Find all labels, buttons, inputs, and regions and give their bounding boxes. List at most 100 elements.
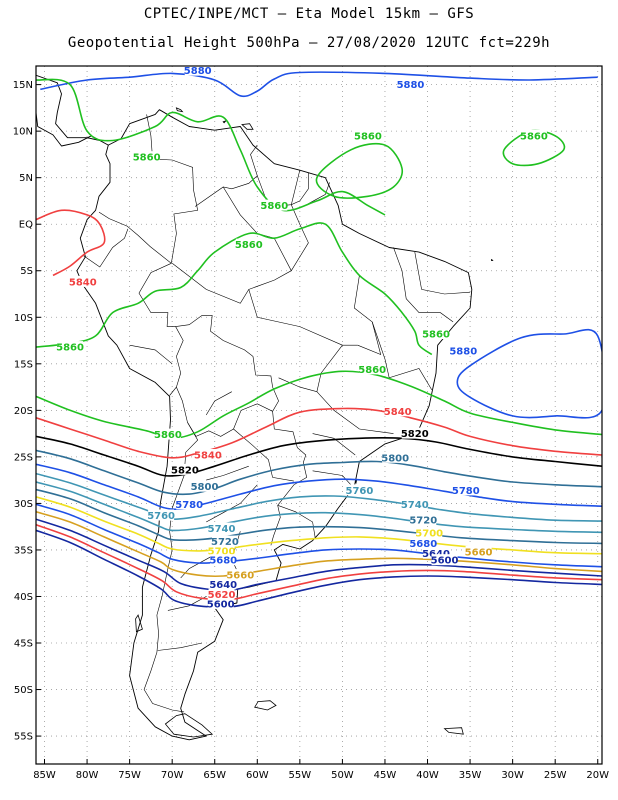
political-border [98,114,199,264]
contour-label-5840: 5840 [384,407,412,418]
axis-ticks: 15N 10N 5N EQ 5S 10S 15S 20S 25S 30S 35S 40S 45S 50S 5… [13,80,609,781]
lat-tick-label: 40S [14,592,33,603]
lat-tick-label: 15N [13,80,33,91]
political-border [414,252,471,295]
contour-label-5800: 5800 [191,482,219,493]
contour-5660 [36,511,602,578]
contour-label-bg [194,449,221,461]
political-border [316,344,394,434]
contour-label-bg [423,328,450,340]
lon-tick-label: 30W [501,770,524,781]
contour-label-5780: 5780 [175,500,203,511]
contour-label-5660: 5660 [465,547,493,558]
contour-label-5840: 5840 [69,277,97,288]
lon-tick-label: 55W [289,770,312,781]
political-border [157,642,203,651]
contour-label-bg [354,129,381,141]
lat-tick-label: 25S [14,452,33,463]
contour-label-bg [346,484,373,496]
plot-frame [35,65,603,765]
contour-label-bg [465,545,492,557]
lat-tick-label: 55S [14,732,33,743]
political-border [205,391,232,416]
island-coastline [135,614,143,633]
lat-tick-label: EQ [19,220,33,231]
contour-label-5600: 5600 [207,599,235,610]
contour-label-5860: 5860 [520,131,548,142]
contour-label-5860: 5860 [56,343,84,354]
contour-label-5600: 5600 [431,556,459,567]
contour-5880 [40,71,598,98]
political-border [222,186,292,271]
lon-tick-label: 85W [33,770,56,781]
island-coastline [164,713,214,738]
contour-5840 [36,407,602,459]
contour-label-bg [208,544,235,556]
contour-5600 [36,529,602,608]
political-border [278,377,317,392]
contour-label-bg [133,151,160,163]
contour-label-bg [69,275,96,287]
contour-label-bg [416,527,443,539]
island-coastline [443,727,464,735]
political-border [312,470,352,486]
contour-label-bg [410,514,437,526]
lon-tick-label: 25W [544,770,567,781]
chart-title-line1: CPTEC/INPE/MCT – Eta Model 15km – GFS [143,6,475,22]
lat-tick-label: 45S [14,639,33,650]
contour-label-5620: 5620 [208,590,236,601]
contour-label-bg [235,238,262,250]
graticule [36,66,602,764]
lat-tick-label: 5S [20,266,33,277]
contour-5840 [36,209,106,277]
contour-label-5720: 5720 [211,537,239,548]
contour-label-bg [208,522,235,534]
contour-label-bg [210,554,237,566]
contour-label-bg [382,451,409,463]
contour-label-bg [227,569,254,581]
political-border [312,433,356,456]
contour-label-bg [450,344,477,356]
political-border [291,204,309,271]
contour-label-5740: 5740 [401,500,429,511]
contour-label-bg [410,537,437,549]
contour-label-5820: 5820 [401,429,429,440]
contour-label-bg [176,498,203,510]
lat-tick-label: 35S [14,545,33,556]
contour-5860 [36,78,386,216]
contour-5620 [36,524,602,601]
contour-5760 [36,472,602,522]
island-coastline [222,120,228,124]
lon-tick-label: 45W [374,770,397,781]
contour-label-bg [452,484,479,496]
contour-label-bg [384,405,411,417]
lon-tick-label: 40W [416,770,439,781]
lat-tick-label: 5N [19,173,33,184]
political-border [129,344,173,365]
lon-tick-label: 60W [246,770,269,781]
coastline-central-america [36,74,109,147]
contour-label-bg [423,547,450,559]
political-border [270,411,308,546]
political-border [248,270,343,346]
contour-5740 [36,481,602,534]
contour-5820 [36,435,602,477]
contour-label-bg [261,199,288,211]
political-border [138,263,184,396]
contour-5640 [36,518,602,592]
lat-tick-label: 10S [14,313,33,324]
contour-label-bg [207,597,234,609]
lat-tick-label: 20S [14,406,33,417]
contour-label-5880: 5880 [449,346,477,357]
contour-label-5860: 5860 [235,240,263,251]
contour-label-bg [520,129,547,141]
contour-5860 [315,142,404,199]
contour-label-bg [184,66,211,76]
contour-label-5760: 5760 [147,511,175,522]
contour-5720 [36,488,602,545]
lat-tick-label: 50S [14,685,33,696]
lat-tick-label: 10N [13,127,33,138]
contour-5700 [36,496,602,555]
island-coastline [175,107,184,113]
